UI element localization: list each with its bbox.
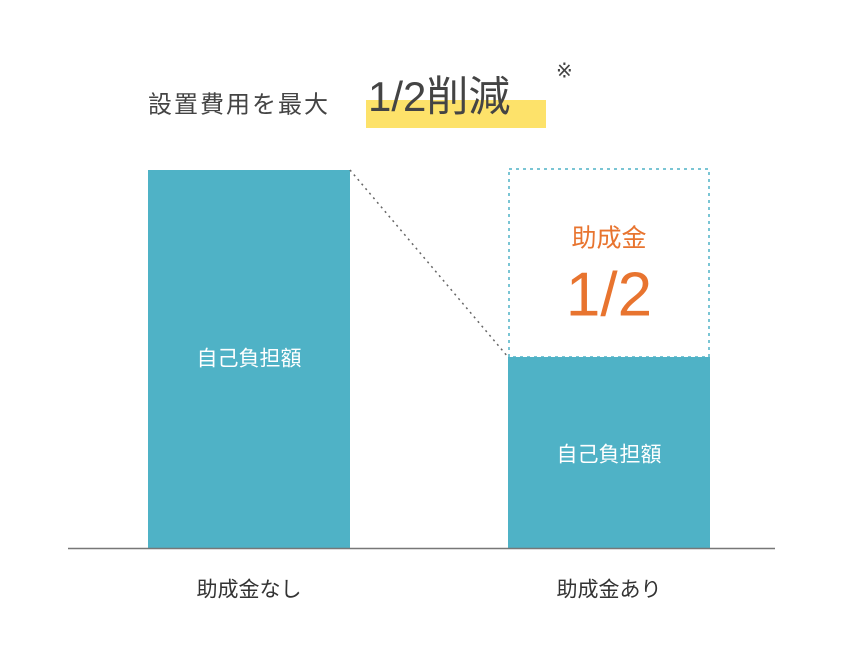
subsidy-label: 助成金: [571, 225, 646, 253]
subsidy-box: [508, 168, 710, 358]
subsidy-amount: 1/2: [566, 260, 652, 329]
bar-label: 自己負担額: [197, 348, 302, 371]
bar-without-subsidy: [148, 170, 350, 548]
title-note: ※: [556, 60, 573, 82]
title-prefix: 設置費用を最大: [148, 91, 330, 118]
highlight-band: [366, 100, 546, 128]
bar-label: 自己負担額: [557, 444, 662, 467]
title-highlight: 1/2削減: [368, 73, 510, 120]
bar-with-subsidy: [508, 357, 710, 548]
connector-line: [349, 169, 509, 358]
category-label: 助成金なし: [197, 579, 302, 602]
category-label: 助成金あり: [557, 579, 662, 602]
